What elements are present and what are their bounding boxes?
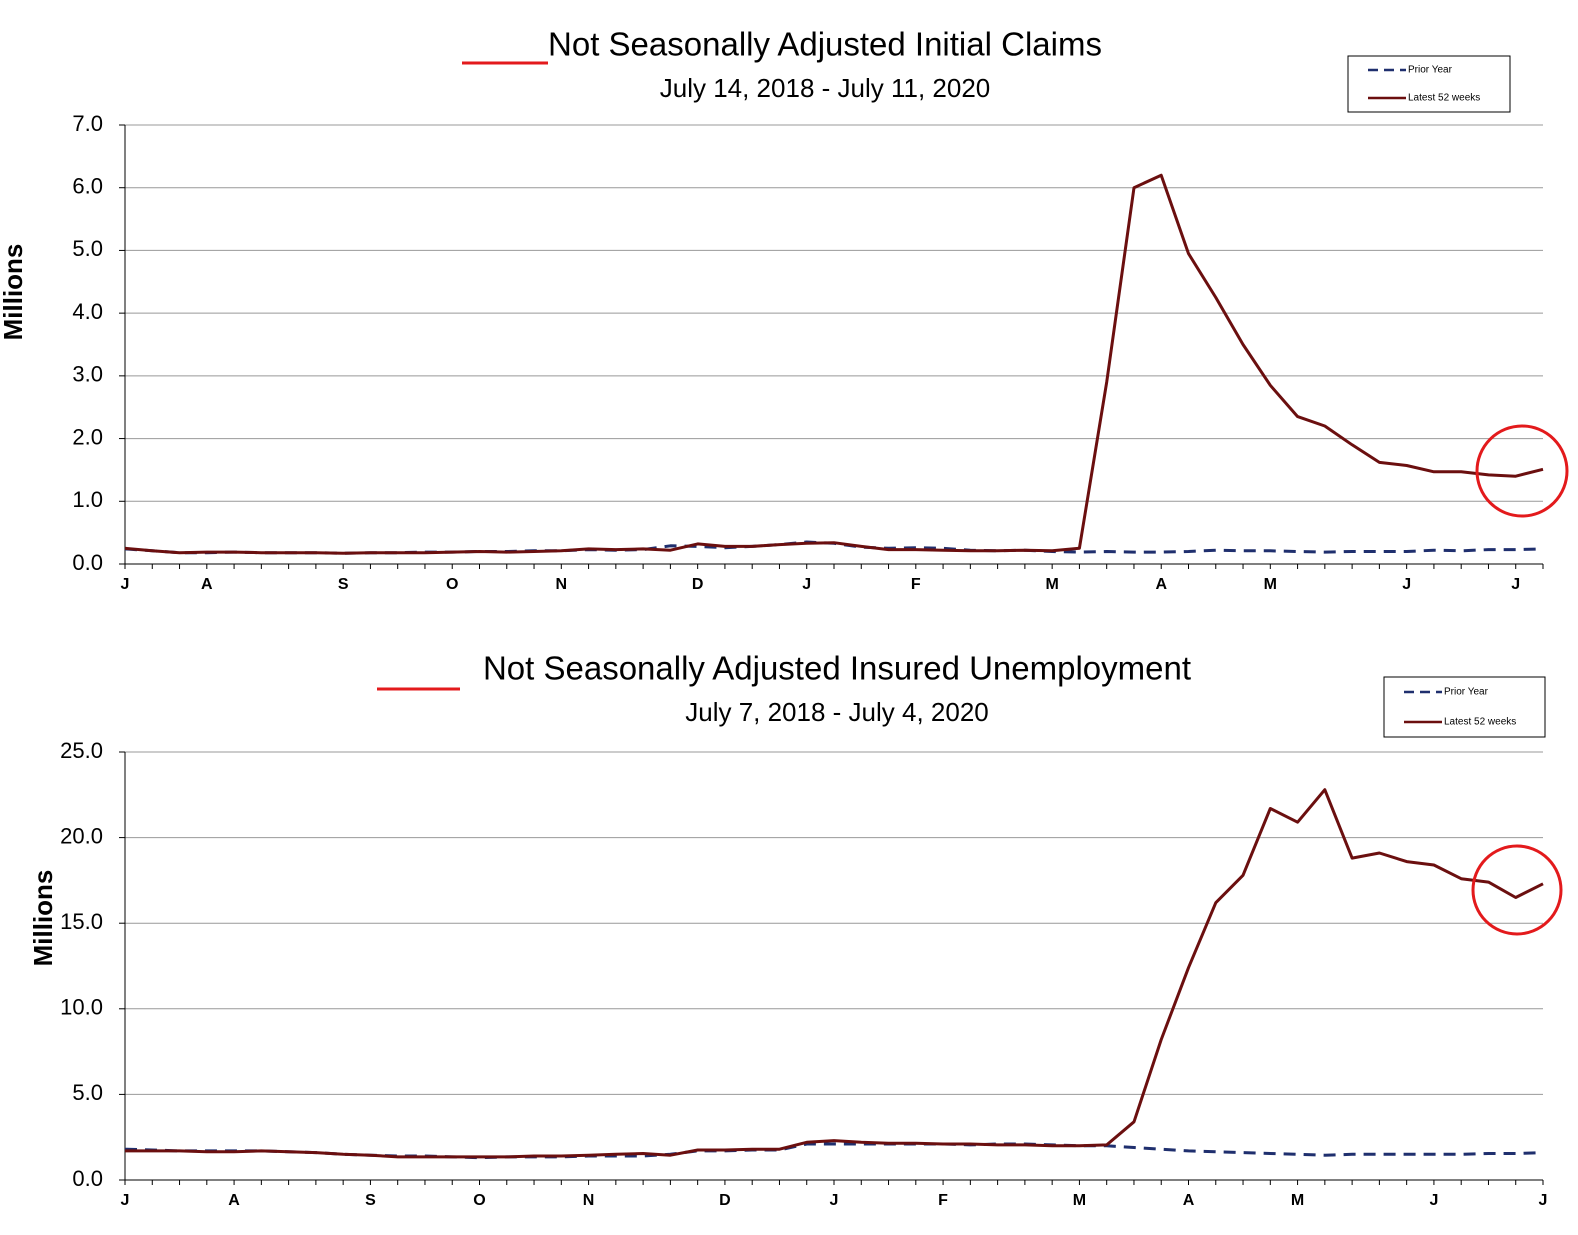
- x-tick-label: O: [446, 576, 458, 593]
- x-tick-label: J: [830, 1192, 839, 1209]
- legend-box: [1347, 55, 1511, 113]
- y-tick-label: 20.0: [60, 823, 103, 848]
- x-tick-label: A: [201, 576, 213, 593]
- y-tick-label: 10.0: [60, 995, 103, 1020]
- x-tick-label: M: [1073, 1192, 1086, 1209]
- series-line: [124, 1142, 1544, 1160]
- y-tick-label: 7.0: [72, 111, 103, 136]
- y-tick-label: 3.0: [72, 362, 103, 387]
- series-line: [124, 173, 1544, 555]
- x-tick-label: M: [1264, 576, 1277, 593]
- series-line: [125, 788, 1544, 1159]
- x-tick-label: M: [1045, 576, 1058, 593]
- y-tick-label: 5.0: [72, 1080, 103, 1105]
- y-tick-label: 4.0: [72, 299, 103, 324]
- x-tick-label: J: [1511, 576, 1520, 593]
- legend-label: Prior Year: [1408, 65, 1453, 76]
- annotation-circle: [1475, 424, 1569, 518]
- x-tick-label: O: [473, 1192, 485, 1209]
- x-tick-label: N: [583, 1192, 595, 1209]
- x-tick-label: A: [228, 1192, 240, 1209]
- y-tick-label: 25.0: [60, 738, 103, 763]
- x-tick-label: D: [719, 1192, 731, 1209]
- x-tick-label: A: [1183, 1192, 1195, 1209]
- x-tick-label: S: [365, 1192, 376, 1209]
- y-axis-label: Millions: [0, 244, 28, 341]
- annotation-circle: [1471, 844, 1563, 936]
- y-tick-label: 0.0: [72, 1166, 103, 1191]
- x-tick-label: A: [1155, 576, 1167, 593]
- y-tick-label: 0.0: [72, 550, 103, 575]
- legend-box: [1383, 676, 1546, 738]
- chart-title: Not Seasonally Adjusted Initial Claims: [548, 26, 1102, 63]
- chart-title: Not Seasonally Adjusted Insured Unemploy…: [483, 650, 1191, 687]
- x-tick-label: J: [121, 576, 130, 593]
- x-tick-label: J: [1402, 576, 1411, 593]
- y-tick-label: 15.0: [60, 909, 103, 934]
- x-tick-label: D: [692, 576, 704, 593]
- x-tick-label: F: [911, 576, 921, 593]
- legend-label: Latest 52 weeks: [1408, 93, 1480, 104]
- y-tick-label: 1.0: [72, 487, 103, 512]
- x-tick-label: S: [338, 576, 349, 593]
- y-tick-label: 6.0: [72, 174, 103, 199]
- x-tick-label: M: [1291, 1192, 1304, 1209]
- y-tick-label: 5.0: [72, 236, 103, 261]
- chart-subtitle: July 14, 2018 - July 11, 2020: [660, 73, 991, 103]
- x-tick-label: J: [1429, 1192, 1438, 1209]
- legend-label: Latest 52 weeks: [1444, 717, 1516, 728]
- x-tick-label: J: [802, 576, 811, 593]
- x-tick-label: F: [938, 1192, 948, 1209]
- x-tick-label: J: [1539, 1192, 1548, 1209]
- x-tick-label: N: [556, 576, 568, 593]
- legend-label: Prior Year: [1444, 687, 1489, 698]
- y-axis-label: Millions: [28, 870, 58, 967]
- chart-subtitle: July 7, 2018 - July 4, 2020: [685, 697, 989, 727]
- x-tick-label: J: [121, 1192, 130, 1209]
- y-tick-label: 2.0: [72, 424, 103, 449]
